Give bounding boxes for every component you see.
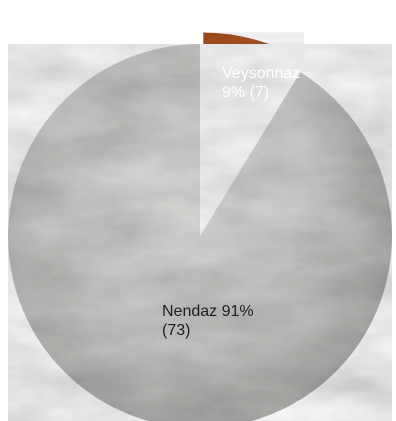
pie-slice-nendaz [8, 44, 392, 421]
slice-label-nendaz: Nendaz 91% (73) [162, 303, 254, 339]
slice-label-veysonnaz: Veysonnaz 9% (7) [222, 65, 300, 101]
pie-slice-veysonnaz [203, 32, 304, 225]
